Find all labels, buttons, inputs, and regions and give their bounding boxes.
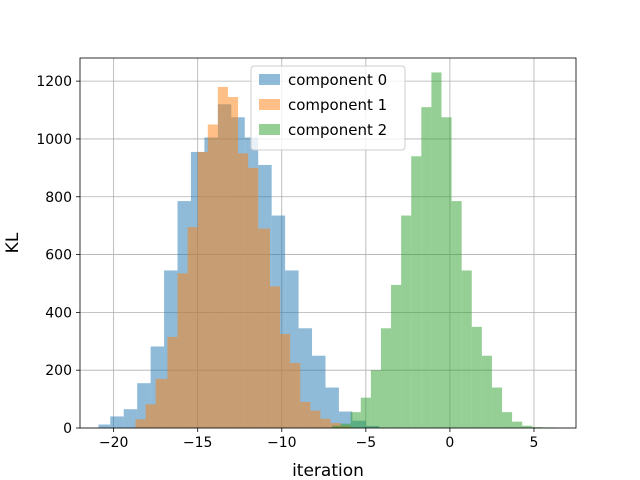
- y-tick-label: 600: [45, 248, 72, 264]
- y-tick-label: 1200: [36, 74, 72, 90]
- histogram-bar: [258, 228, 270, 428]
- histogram-bar: [123, 409, 138, 428]
- histogram-bar: [217, 86, 228, 428]
- histogram-bar: [248, 167, 259, 428]
- histogram-bar: [167, 336, 178, 428]
- histogram-bar: [401, 215, 412, 428]
- x-tick-label: −5: [356, 435, 377, 451]
- y-tick-label: 400: [45, 305, 72, 321]
- x-tick-label: −20: [99, 435, 129, 451]
- y-tick-label: 200: [45, 363, 72, 379]
- histogram-bar: [290, 362, 301, 428]
- legend-box: [250, 65, 406, 151]
- histogram-bar: [431, 72, 442, 428]
- legend-swatch: [259, 74, 280, 85]
- legend-label: component 1: [288, 96, 387, 114]
- histogram-bar: [350, 412, 361, 428]
- histogram-bar: [441, 117, 452, 428]
- plot-frame: [79, 57, 577, 429]
- histogram-bar: [360, 397, 371, 428]
- x-tick-label: 0: [445, 435, 454, 451]
- legend-swatch: [259, 99, 280, 110]
- histogram-bar: [320, 418, 331, 428]
- x-tick-label: −10: [267, 435, 297, 451]
- histogram-bar: [532, 427, 543, 428]
- histogram-bar: [421, 107, 432, 428]
- histogram-bar: [411, 156, 422, 428]
- histogram-bar: [110, 416, 124, 428]
- histogram-bar: [227, 97, 239, 428]
- legend-label: component 0: [288, 71, 387, 89]
- histogram-bar: [238, 153, 249, 428]
- histogram-bar: [300, 401, 311, 428]
- x-tick-label: 5: [530, 435, 539, 451]
- histogram-bar: [340, 423, 351, 428]
- histogram-bar: [471, 326, 482, 428]
- histogram-bar: [145, 404, 156, 428]
- histogram-bar: [155, 378, 168, 428]
- histogram-bar: [380, 328, 392, 428]
- histogram-bar: [135, 419, 146, 428]
- histogram-bar: [280, 334, 291, 428]
- histogram-bar: [98, 424, 111, 428]
- histogram-bar: [187, 227, 198, 428]
- histogram-bar: [332, 425, 341, 428]
- series-2-bars: [332, 72, 556, 428]
- x-tick-label: −15: [183, 435, 213, 451]
- histogram-bar: [502, 412, 513, 428]
- histogram-bar: [197, 151, 208, 428]
- histogram-bar: [325, 387, 339, 428]
- histogram-bar: [310, 410, 321, 428]
- histogram-bar: [491, 387, 503, 428]
- y-tick-label: 800: [45, 190, 72, 206]
- histogram-bar: [391, 284, 402, 428]
- ticks: −20 −15 −10 −5 0 5 0 200 400 600 800 1000 1200: [36, 74, 538, 451]
- histogram-bar: [522, 425, 533, 428]
- y-tick-label: 1000: [36, 132, 72, 148]
- bars: [98, 72, 556, 428]
- legend-swatch: [259, 124, 280, 135]
- histogram-bar: [177, 273, 188, 428]
- y-axis-label: KL: [3, 232, 23, 253]
- histogram-bar: [481, 355, 492, 428]
- histogram-bar: [269, 286, 281, 428]
- legend-label: component 2: [288, 121, 387, 139]
- histogram-bar: [312, 355, 326, 428]
- histogram-bar: [370, 370, 381, 428]
- histogram-bar: [512, 421, 523, 428]
- x-axis-label: iteration: [292, 461, 364, 480]
- legend: component 0 component 1 component 2: [250, 65, 406, 151]
- histogram-bar: [330, 423, 341, 428]
- y-tick-label: 0: [63, 421, 72, 437]
- histogram-bar: [207, 124, 218, 428]
- series-1-bars: [135, 86, 351, 428]
- histogram-bar: [461, 270, 472, 428]
- histogram-bar: [451, 201, 462, 428]
